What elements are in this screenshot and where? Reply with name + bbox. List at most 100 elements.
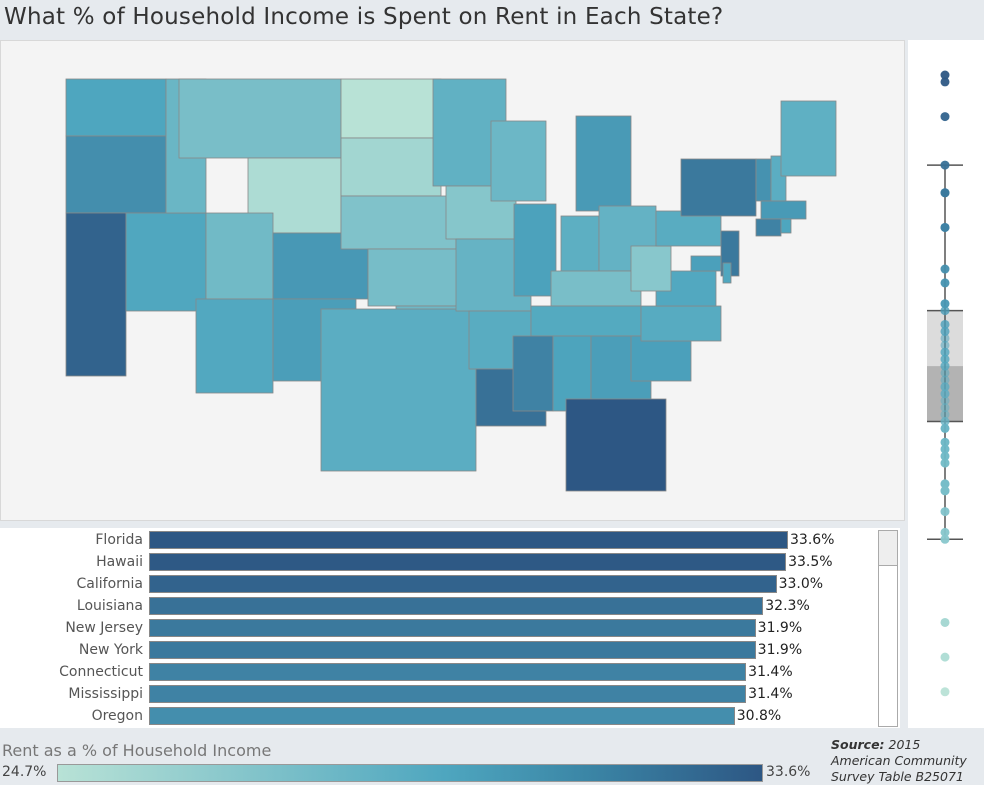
state-tn[interactable] (530, 305, 642, 337)
dot (940, 617, 950, 627)
state-ut[interactable] (205, 212, 274, 300)
source-text: 2015 American Community Survey Table B25… (831, 737, 967, 784)
state-pa[interactable] (655, 210, 722, 247)
dot (940, 486, 950, 496)
source-label: Source: (831, 737, 885, 752)
state-ne[interactable] (340, 195, 457, 250)
state-il[interactable] (513, 203, 557, 297)
state-ma[interactable] (760, 200, 807, 220)
dot (940, 361, 950, 371)
state-nc[interactable] (640, 305, 722, 342)
state-tx[interactable] (320, 308, 477, 472)
bar-value-label: 33.5% (788, 554, 833, 570)
bar[interactable] (149, 619, 756, 637)
dot (940, 319, 950, 329)
bar-value-label: 33.0% (778, 576, 824, 592)
dot (940, 160, 950, 170)
state-ks[interactable] (367, 248, 467, 307)
scrollbar-thumb[interactable] (879, 531, 897, 566)
dot (940, 479, 950, 489)
bar-chart[interactable]: Florida 33.6% Hawaii 33.5% California 33.0% Lo… (0, 528, 900, 728)
state-me[interactable] (780, 100, 837, 177)
state-sc[interactable] (630, 335, 692, 382)
dot (940, 299, 950, 309)
bar-value-label: 31.4% (748, 686, 793, 702)
bar-label: Louisiana (76, 598, 143, 614)
choropleth-map[interactable] (0, 40, 905, 521)
bar-value-label: 33.6% (790, 532, 835, 548)
bar[interactable] (149, 685, 747, 703)
color-legend-gradient (57, 764, 763, 782)
bar-value-label: 31.9% (757, 620, 803, 636)
box-plot[interactable] (908, 40, 984, 728)
state-nv[interactable] (125, 212, 207, 312)
dot (940, 70, 950, 80)
state-az[interactable] (195, 298, 274, 394)
dot (940, 417, 950, 426)
state-ca[interactable] (65, 212, 127, 377)
dot (940, 77, 950, 87)
state-ms[interactable] (512, 335, 554, 412)
state-md[interactable] (690, 255, 722, 272)
state-vt[interactable] (755, 158, 772, 202)
bar-label: California (76, 576, 143, 592)
bar-value-label: 32.3% (765, 598, 810, 614)
state-or[interactable] (65, 135, 167, 214)
dot (940, 333, 950, 343)
state-ky[interactable] (550, 270, 642, 307)
bar[interactable] (149, 707, 735, 725)
bar[interactable] (149, 531, 788, 549)
dot (940, 507, 950, 517)
source-note: Source: 2015 American Community Survey T… (831, 737, 981, 785)
dot (940, 687, 950, 697)
dot (940, 278, 950, 288)
dot (940, 222, 950, 232)
state-ny[interactable] (680, 158, 757, 217)
state-wa[interactable] (65, 78, 167, 137)
dot (940, 375, 950, 385)
dot (940, 444, 950, 454)
dot (940, 382, 950, 392)
bar-label: Mississippi (68, 686, 143, 702)
scrollbar[interactable] (878, 530, 898, 727)
legend-title: Rent as a % of Household Income (2, 741, 272, 760)
dot (940, 652, 950, 662)
dot (940, 326, 950, 336)
dot (940, 458, 950, 468)
state-fl[interactable] (565, 398, 667, 492)
bar-value-label: 31.4% (748, 664, 793, 680)
dot (940, 389, 950, 399)
dot (940, 264, 950, 274)
state-mt[interactable] (178, 78, 342, 159)
dot (940, 340, 950, 350)
state-ct[interactable] (755, 218, 782, 237)
state-nd[interactable] (340, 78, 442, 139)
state-sd[interactable] (340, 137, 442, 197)
state-mi[interactable] (575, 115, 632, 212)
dot (940, 527, 950, 537)
bar[interactable] (149, 553, 787, 571)
dot (940, 188, 950, 198)
dot (940, 437, 950, 447)
dot (940, 534, 950, 544)
bar-value-label: 31.9% (757, 642, 803, 658)
state-ri[interactable] (780, 218, 792, 234)
bar-label: Connecticut (59, 664, 143, 680)
dot (940, 410, 950, 420)
dot (940, 112, 950, 122)
bar-label: New Jersey (65, 620, 143, 636)
page-title: What % of Household Income is Spent on R… (4, 4, 724, 30)
dot (940, 354, 950, 364)
dot (940, 306, 950, 316)
state-wi[interactable] (490, 120, 547, 202)
bar[interactable] (149, 663, 747, 681)
bar-label: New York (78, 642, 143, 658)
dot (940, 403, 950, 413)
state-de[interactable] (722, 262, 732, 284)
bar[interactable] (149, 597, 764, 615)
bar[interactable] (149, 641, 756, 659)
state-wv[interactable] (630, 245, 672, 292)
bar[interactable] (149, 575, 777, 593)
legend-min: 24.7% (2, 764, 47, 780)
dot (940, 347, 950, 357)
